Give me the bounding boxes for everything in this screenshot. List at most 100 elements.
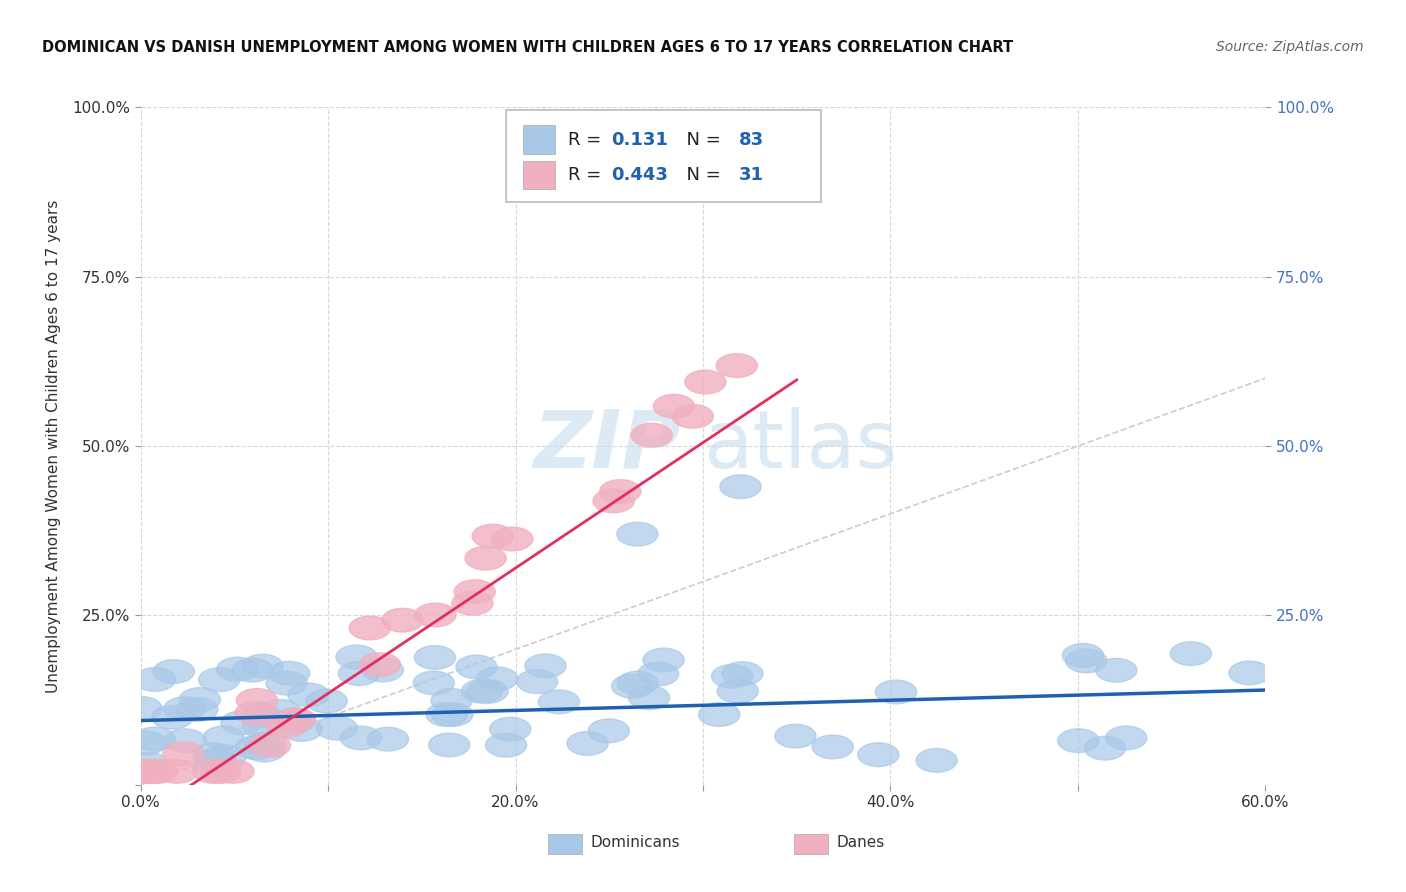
Ellipse shape	[336, 645, 377, 669]
Ellipse shape	[429, 733, 470, 756]
Ellipse shape	[127, 752, 169, 776]
Ellipse shape	[274, 708, 316, 731]
Ellipse shape	[121, 697, 162, 721]
Ellipse shape	[599, 480, 641, 503]
Text: 83: 83	[740, 130, 763, 149]
Ellipse shape	[217, 657, 257, 681]
Ellipse shape	[249, 733, 291, 757]
Ellipse shape	[349, 616, 391, 640]
Ellipse shape	[654, 394, 695, 418]
Ellipse shape	[628, 686, 669, 709]
Text: atlas: atlas	[703, 407, 897, 485]
Ellipse shape	[288, 683, 329, 706]
Text: DOMINICAN VS DANISH UNEMPLOYMENT AMONG WOMEN WITH CHILDREN AGES 6 TO 17 YEARS CO: DOMINICAN VS DANISH UNEMPLOYMENT AMONG W…	[42, 40, 1014, 55]
Ellipse shape	[316, 716, 357, 740]
FancyBboxPatch shape	[523, 126, 554, 153]
Ellipse shape	[121, 760, 163, 783]
Ellipse shape	[1084, 736, 1126, 760]
FancyBboxPatch shape	[506, 111, 821, 202]
Ellipse shape	[339, 662, 380, 685]
Ellipse shape	[242, 705, 283, 728]
Ellipse shape	[221, 711, 262, 735]
Ellipse shape	[232, 658, 273, 682]
Ellipse shape	[477, 667, 517, 690]
Ellipse shape	[236, 689, 277, 713]
Ellipse shape	[717, 680, 758, 703]
Ellipse shape	[699, 703, 740, 726]
Ellipse shape	[1170, 641, 1212, 665]
Text: Source: ZipAtlas.com: Source: ZipAtlas.com	[1216, 40, 1364, 54]
Ellipse shape	[193, 760, 233, 783]
Ellipse shape	[415, 646, 456, 669]
Text: N =: N =	[675, 166, 727, 184]
Ellipse shape	[1229, 661, 1270, 685]
Ellipse shape	[360, 653, 401, 677]
Ellipse shape	[202, 726, 245, 749]
Ellipse shape	[156, 760, 198, 783]
Ellipse shape	[165, 729, 205, 753]
Ellipse shape	[876, 680, 917, 704]
Ellipse shape	[413, 671, 454, 695]
Ellipse shape	[631, 424, 672, 447]
Ellipse shape	[858, 743, 898, 766]
Ellipse shape	[485, 733, 527, 757]
Ellipse shape	[516, 670, 558, 693]
Text: ZIP: ZIP	[533, 407, 681, 485]
Ellipse shape	[134, 727, 176, 751]
Ellipse shape	[165, 697, 205, 721]
Ellipse shape	[588, 719, 630, 743]
Ellipse shape	[1095, 658, 1137, 682]
Ellipse shape	[152, 706, 193, 729]
Ellipse shape	[259, 699, 301, 723]
Ellipse shape	[125, 731, 166, 755]
Ellipse shape	[432, 703, 472, 726]
Text: 31: 31	[740, 166, 763, 184]
Ellipse shape	[775, 724, 815, 747]
Ellipse shape	[243, 738, 285, 762]
Ellipse shape	[367, 727, 409, 751]
Ellipse shape	[128, 760, 169, 783]
Ellipse shape	[200, 760, 240, 783]
Ellipse shape	[269, 661, 309, 685]
FancyBboxPatch shape	[523, 161, 554, 189]
Ellipse shape	[524, 654, 567, 678]
Ellipse shape	[472, 524, 513, 548]
Ellipse shape	[915, 748, 957, 772]
Ellipse shape	[340, 726, 381, 750]
Ellipse shape	[465, 547, 506, 570]
Text: R =: R =	[568, 130, 607, 149]
Ellipse shape	[1066, 649, 1107, 673]
Text: Dominicans: Dominicans	[591, 836, 681, 850]
Ellipse shape	[153, 660, 194, 683]
Ellipse shape	[180, 688, 221, 712]
Ellipse shape	[813, 735, 853, 759]
Ellipse shape	[266, 714, 307, 738]
Text: 0.443: 0.443	[610, 166, 668, 184]
Ellipse shape	[212, 760, 254, 783]
Y-axis label: Unemployment Among Women with Children Ages 6 to 17 years: Unemployment Among Women with Children A…	[46, 199, 60, 693]
Ellipse shape	[432, 689, 472, 713]
Ellipse shape	[1063, 643, 1104, 667]
Ellipse shape	[235, 701, 276, 725]
Text: N =: N =	[675, 130, 727, 149]
Ellipse shape	[456, 655, 498, 679]
Ellipse shape	[163, 742, 204, 765]
Ellipse shape	[1105, 726, 1147, 750]
Ellipse shape	[307, 690, 347, 713]
Ellipse shape	[643, 648, 685, 672]
Ellipse shape	[177, 698, 218, 722]
Ellipse shape	[637, 662, 679, 686]
Ellipse shape	[363, 658, 404, 681]
Ellipse shape	[617, 522, 658, 546]
Ellipse shape	[672, 404, 713, 428]
Ellipse shape	[593, 489, 634, 513]
Ellipse shape	[193, 743, 235, 766]
Ellipse shape	[194, 748, 235, 772]
Text: 0.131: 0.131	[610, 130, 668, 149]
Ellipse shape	[205, 745, 246, 769]
Ellipse shape	[198, 668, 240, 691]
Ellipse shape	[136, 760, 177, 783]
Ellipse shape	[245, 732, 285, 756]
Ellipse shape	[242, 655, 283, 678]
Ellipse shape	[617, 671, 658, 695]
